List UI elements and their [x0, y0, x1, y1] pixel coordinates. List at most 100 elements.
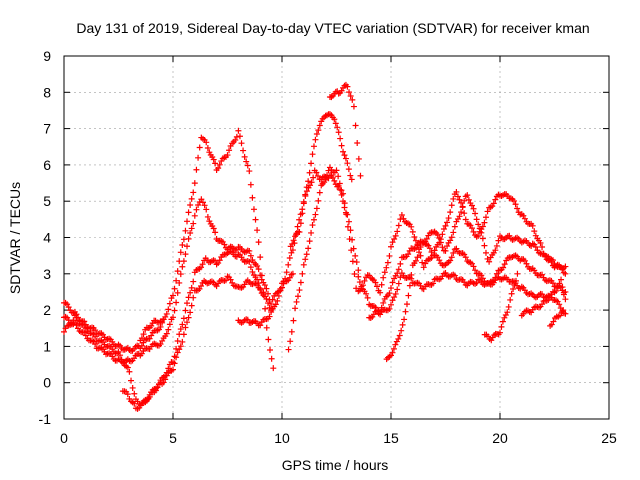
- data-point: [173, 354, 180, 361]
- data-point: [352, 122, 359, 129]
- data-point: [138, 335, 145, 342]
- y-tick-label: 0: [43, 375, 51, 391]
- data-point: [182, 324, 189, 331]
- data-point: [357, 172, 364, 179]
- data-point: [502, 312, 509, 319]
- data-point: [195, 202, 202, 208]
- data-point: [436, 257, 443, 264]
- data-point: [308, 160, 315, 167]
- data-point: [430, 280, 437, 287]
- chart-title: Day 131 of 2019, Sidereal Day-to-day VTE…: [76, 20, 589, 36]
- data-point: [199, 261, 206, 268]
- data-point: [235, 127, 242, 134]
- series-sat-d: [119, 273, 264, 412]
- data-point: [81, 322, 88, 329]
- data-point: [224, 152, 231, 159]
- data-point: [448, 234, 455, 241]
- data-point: [355, 267, 362, 274]
- data-point: [447, 257, 454, 264]
- data-point: [297, 220, 304, 227]
- data-point: [81, 329, 88, 336]
- series-sat-a: [61, 127, 277, 372]
- data-point: [417, 252, 424, 259]
- data-point: [310, 174, 317, 181]
- data-point: [118, 356, 125, 363]
- data-point: [180, 315, 187, 322]
- data-point: [279, 284, 285, 291]
- data-point: [389, 279, 396, 286]
- data-point: [212, 257, 219, 264]
- y-tick-label: 9: [43, 48, 51, 64]
- data-point: [165, 306, 172, 313]
- data-point: [458, 209, 465, 216]
- data-point: [195, 154, 202, 161]
- series-sat-p: [547, 307, 567, 329]
- data-point: [560, 307, 567, 314]
- data-point: [417, 243, 424, 250]
- data-point: [173, 299, 180, 306]
- data-point: [212, 229, 219, 236]
- data-point: [154, 384, 161, 391]
- series-sat-m: [366, 238, 569, 321]
- data-point: [170, 292, 176, 299]
- data-point: [388, 285, 394, 292]
- data-point: [159, 317, 166, 324]
- data-point: [391, 236, 398, 243]
- data-point: [115, 348, 122, 355]
- data-point: [559, 284, 566, 291]
- data-point: [124, 391, 131, 398]
- data-point: [157, 341, 164, 348]
- data-point: [412, 257, 419, 264]
- data-point: [263, 295, 270, 302]
- data-point: [539, 243, 546, 250]
- data-point: [386, 252, 393, 259]
- data-point: [450, 250, 457, 257]
- data-point: [244, 162, 251, 169]
- data-point: [482, 249, 489, 256]
- data-point: [180, 258, 187, 265]
- data-point: [386, 290, 393, 297]
- data-point: [313, 169, 320, 176]
- data-point: [377, 308, 384, 315]
- data-point: [82, 332, 89, 339]
- data-point: [434, 254, 441, 261]
- x-tick-label: 10: [274, 430, 290, 446]
- data-point: [392, 341, 399, 348]
- data-point: [177, 271, 184, 278]
- data-point: [392, 232, 399, 239]
- data-point: [451, 272, 458, 279]
- data-point: [356, 279, 363, 286]
- data-point: [408, 271, 415, 278]
- data-point: [243, 158, 250, 165]
- data-point: [405, 251, 412, 258]
- data-point: [335, 129, 342, 136]
- data-point: [177, 343, 184, 350]
- data-point: [305, 178, 312, 185]
- data-point: [479, 275, 486, 282]
- data-point: [246, 247, 253, 254]
- data-point: [512, 277, 519, 284]
- data-point: [532, 243, 539, 250]
- data-point: [493, 270, 500, 277]
- data-point: [560, 291, 567, 298]
- data-point: [395, 335, 402, 342]
- series-sat-e: [137, 317, 166, 344]
- data-point: [272, 301, 279, 308]
- data-point: [190, 278, 197, 285]
- data-point: [171, 285, 178, 292]
- data-point: [492, 247, 499, 254]
- data-point: [221, 241, 228, 248]
- data-point: [358, 285, 365, 292]
- data-point: [500, 264, 507, 271]
- data-point: [514, 270, 521, 277]
- data-point: [296, 228, 303, 235]
- data-point: [257, 285, 264, 292]
- data-point: [318, 118, 325, 125]
- series-sat-i: [326, 81, 364, 179]
- data-point: [247, 252, 254, 259]
- data-point: [193, 166, 200, 173]
- data-point: [246, 168, 253, 175]
- data-point: [492, 274, 499, 281]
- data-point: [419, 259, 426, 266]
- data-point: [521, 215, 528, 222]
